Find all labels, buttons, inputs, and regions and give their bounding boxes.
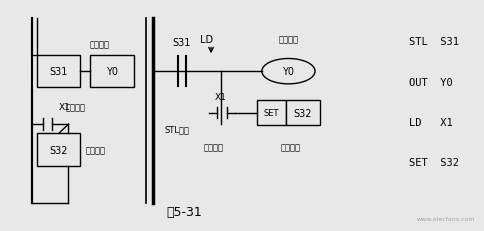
Text: S31: S31 bbox=[172, 38, 191, 48]
Text: S31: S31 bbox=[49, 67, 68, 77]
Text: Y0: Y0 bbox=[106, 67, 118, 77]
Text: 转换条件: 转换条件 bbox=[203, 143, 223, 152]
Bar bbox=[286, 100, 319, 126]
Text: 转换目标: 转换目标 bbox=[280, 143, 300, 152]
Text: SET: SET bbox=[263, 109, 279, 118]
Text: S32: S32 bbox=[293, 108, 312, 118]
Text: 驱动处理: 驱动处理 bbox=[278, 35, 298, 44]
Bar bbox=[37, 56, 80, 88]
Text: S32: S32 bbox=[49, 145, 68, 155]
Bar bbox=[257, 100, 286, 126]
Text: 转换目标: 转换目标 bbox=[85, 146, 105, 154]
Ellipse shape bbox=[261, 59, 315, 85]
Text: X1: X1 bbox=[214, 93, 226, 102]
Text: SET  S32: SET S32 bbox=[408, 158, 458, 167]
Text: 驱动处理: 驱动处理 bbox=[90, 40, 109, 49]
Text: www.elecfans.com: www.elecfans.com bbox=[415, 216, 474, 221]
Text: OUT  Y0: OUT Y0 bbox=[408, 77, 452, 87]
Text: LD: LD bbox=[199, 35, 212, 45]
Bar bbox=[90, 56, 134, 88]
Text: STL触点: STL触点 bbox=[165, 125, 189, 134]
Text: Y0: Y0 bbox=[282, 67, 294, 77]
Text: STL  S31: STL S31 bbox=[408, 37, 458, 47]
Text: X1: X1 bbox=[59, 103, 71, 112]
Text: 转换条件: 转换条件 bbox=[66, 103, 86, 112]
Text: 图5-31: 图5-31 bbox=[166, 205, 202, 219]
Bar bbox=[37, 134, 80, 166]
Text: LD   X1: LD X1 bbox=[408, 117, 452, 127]
